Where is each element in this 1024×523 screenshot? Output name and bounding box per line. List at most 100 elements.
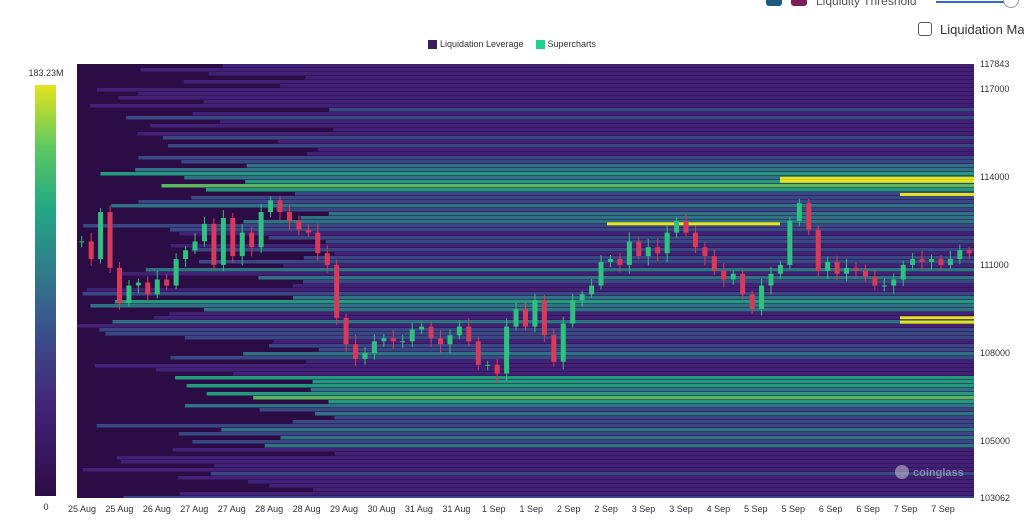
x-tick-label: 1 Sep [482, 504, 506, 514]
candle-body [296, 220, 302, 230]
heat-hot-band [780, 176, 974, 180]
legend-item-supercharts[interactable]: Supercharts [535, 39, 596, 49]
candle-body [806, 203, 812, 230]
heat-hot-band [900, 192, 974, 196]
heat-band [312, 380, 974, 384]
candle-body [353, 344, 359, 359]
liquidation-map-checkbox[interactable] [918, 22, 932, 36]
heat-band [100, 172, 974, 176]
threshold-color-swatch-high[interactable] [791, 0, 807, 6]
heat-band [243, 352, 974, 356]
x-tick-label: 31 Aug [442, 504, 470, 514]
candle-body [145, 282, 151, 295]
heat-band [210, 472, 974, 476]
heat-band [90, 304, 974, 308]
legend-item-liquidation-leverage[interactable]: Liquidation Leverage [427, 39, 524, 49]
candle-body [740, 273, 746, 295]
candle-body [116, 267, 122, 304]
threshold-color-swatch-low[interactable] [766, 0, 782, 6]
candle-body [551, 335, 557, 362]
candle-body [692, 232, 698, 248]
heat-band [161, 184, 974, 188]
candle-body [730, 273, 736, 280]
heat-band [172, 448, 974, 452]
liquidation-map-label: Liquidation Map [940, 21, 1024, 37]
candle-body [126, 285, 132, 304]
chart-legend: Liquidation Leverage Supercharts [0, 39, 1024, 49]
candle-body [919, 259, 925, 262]
liquidation-map-toggle[interactable]: Liquidation Map [918, 20, 1024, 38]
heat-hot-band [780, 179, 974, 183]
heat-band [191, 248, 974, 252]
candle-body [636, 241, 642, 257]
candle-body [258, 212, 264, 248]
heat-band [178, 476, 974, 480]
heat-band [184, 176, 974, 180]
heat-band [220, 120, 974, 124]
heat-band [280, 436, 974, 440]
x-tick-label: 6 Sep [819, 504, 843, 514]
heat-band [292, 420, 974, 424]
threshold-slider-track[interactable] [936, 1, 1012, 3]
heat-band [306, 360, 974, 364]
heat-band [170, 244, 974, 248]
heat-band [184, 336, 974, 340]
candle-body [371, 341, 377, 354]
candle-body [834, 261, 840, 274]
heat-band [203, 100, 974, 104]
candle-body [957, 250, 963, 260]
candle-body [504, 326, 510, 374]
legend-swatch-supercharts [535, 39, 545, 49]
heat-band [192, 112, 974, 116]
candle-body [381, 338, 387, 342]
candle-body [456, 326, 462, 336]
price-candles [79, 196, 972, 383]
candle-body [966, 250, 972, 254]
candle-body [598, 261, 604, 286]
candle-body [154, 279, 160, 295]
heat-band [120, 460, 974, 464]
x-tick-label: 28 Aug [293, 504, 321, 514]
candle-body [523, 308, 528, 327]
coinglass-logo-icon [895, 465, 909, 479]
heat-band [99, 328, 974, 332]
heat-band [208, 72, 974, 76]
candle-body [796, 203, 802, 221]
candle-body [768, 273, 774, 286]
heat-band [117, 272, 974, 276]
candle-body [777, 264, 783, 274]
heat-band [305, 76, 974, 80]
heat-band [294, 192, 974, 196]
y-tick-label: 114000 [980, 172, 1009, 182]
x-tick-label: 3 Sep [669, 504, 693, 514]
heat-band [183, 80, 974, 84]
heat-band [135, 168, 974, 172]
x-tick-label: 25 Aug [105, 504, 133, 514]
candle-body [494, 364, 500, 374]
x-tick-label: 26 Aug [143, 504, 171, 514]
candle-body [815, 229, 821, 271]
y-tick-label: 117843 [980, 59, 1009, 69]
heat-hot-band [607, 222, 780, 226]
heat-band [96, 88, 974, 92]
candle-body [183, 250, 189, 260]
heat-band [214, 464, 974, 468]
candle-body [862, 270, 868, 277]
heat-band [277, 140, 974, 144]
heat-band [178, 432, 974, 436]
candle-body [428, 326, 434, 339]
heat-band [126, 116, 974, 120]
heat-band [253, 396, 974, 400]
watermark-text: coinglass [913, 467, 964, 479]
candle-body [541, 300, 547, 336]
heat-band [334, 416, 974, 420]
candle-body [759, 285, 765, 309]
candle-body [277, 200, 283, 213]
x-tick-label: 27 Aug [218, 504, 246, 514]
heat-band [156, 368, 974, 372]
heat-band [117, 456, 974, 460]
heat-band [145, 268, 974, 272]
candle-body [664, 232, 670, 254]
candle-body [787, 220, 793, 265]
